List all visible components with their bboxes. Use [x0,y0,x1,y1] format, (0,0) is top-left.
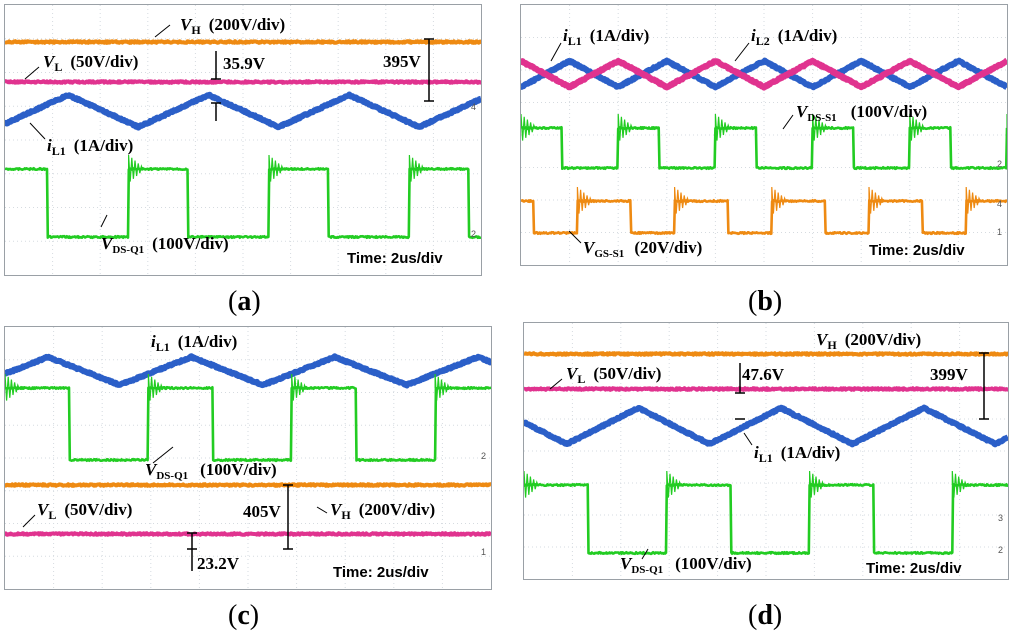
scope-panel-c: iL1 (1A/div) VDS-Q1 (100V/div) VL (50V/div)… [4,326,492,590]
time-label: Time: 2us/div [866,560,962,577]
waves-c [5,353,491,537]
ringing-spike [965,186,982,214]
scope-panel-d: VH (200V/div) VL (50V/div) 47.6V 399V iL1(… [523,322,1009,580]
ringing-spike [5,373,20,401]
scope-screen-c: iL1 (1A/div) VDS-Q1 (100V/div) VL (50V/div)… [5,327,491,589]
scope-panel-b: iL1 (1A/div) iL2 (1A/div) VDS-S1 (100V/div)… [520,4,1008,266]
waveform-v-l [5,531,491,537]
channel-marker: 2 [481,451,486,461]
time-label: Time: 2us/div [869,242,965,259]
waveform-v-l [524,386,1008,392]
meas-vl: 47.6V [742,365,785,384]
waveform-v-ds-q1 [524,482,1008,556]
caption-c: (c) [228,600,260,631]
channel-marker: 1 [997,227,1002,237]
channel-marker: 2 [998,545,1003,555]
waveform-v-l [5,79,481,85]
label-vl: VL (50V/div) [43,52,138,74]
label-il: iL1 (1A/div) [151,332,237,354]
waveform-i-l2 [521,57,1007,91]
label-il: iL1 (1A/div) [754,443,840,465]
label-vds: VDS-Q1 (100V/div) [101,234,229,256]
grid-b [521,5,1007,265]
label-il1: iL1 (1A/div) [563,26,649,48]
caption-d: (d) [748,600,783,631]
time-label: Time: 2us/div [333,564,429,581]
time-label: Time: 2us/div [347,250,443,267]
waveform-i-l1 [5,353,491,389]
meas-vl: 35.9V [223,54,266,73]
waveform-v-h [5,39,481,45]
ringing-spike [617,113,634,141]
ringing-spike [291,373,307,401]
caption-a: (a) [228,286,261,317]
ringing-spike [809,470,825,498]
label-vh: VH (200V/div) [180,15,285,37]
ringing-spike [434,373,451,401]
meas-vh: 395V [383,52,422,71]
label-vl: VL (50V/div) [566,364,661,386]
label-vh: VH (200V/div) [816,330,921,352]
label-il2: iL2 (1A/div) [751,26,837,48]
ringing-spike [576,186,593,214]
waveform-v-gs-s1 [521,198,1007,236]
channel-marker: 2 [997,159,1002,169]
waveform-v-ds-q1 [5,385,491,463]
channel-marker: 3 [998,513,1003,523]
meas-vh: 405V [243,502,282,521]
waveform-i-l1 [5,91,481,131]
channel-marker: 2 [471,229,476,239]
label-vh: VH (200V/div) [330,500,435,522]
waveform-v-ds-q1 [5,166,481,240]
scope-screen-b: iL1 (1A/div) iL2 (1A/div) VDS-S1 (100V/div)… [521,5,1007,265]
ringing-spike [714,113,731,141]
waveform-v-h [5,482,491,488]
ringing-spike [812,113,828,141]
ringing-spike [128,154,144,182]
scope-screen-d: VH (200V/div) VL (50V/div) 47.6V 399V iL1(… [524,323,1008,579]
waveform-v-h [524,351,1008,357]
ringing-spike [268,154,284,182]
waveform-i-l1 [524,404,1008,448]
waves-b [521,57,1007,236]
waves-d [524,351,1008,556]
scope-panel-a: VH (200V/div) VL (50V/div) 35.9V 395V iL1(… [4,4,482,276]
ringing-spike [524,470,539,498]
label-vds: VDS-S1 (100V/div) [796,102,927,124]
waveform-i-l1 [521,57,1007,91]
ringing-spike [666,470,682,498]
label-vds: VDS-Q1 (100V/div) [145,460,277,482]
ringing-spike [408,154,425,182]
ringing-spike [771,186,787,214]
channel-marker: 4 [997,199,1002,209]
waves-a [5,39,481,240]
ringing-spike [909,113,925,141]
label-vgs: VGS-S1 (20V/div) [583,238,702,260]
ringing-spike [674,186,690,214]
meas-vh: 399V [930,365,969,384]
ringing-spike [147,373,164,401]
caption-b: (b) [748,286,783,317]
ringing-spike [868,186,884,214]
label-il: iL1 (1A/div) [47,136,133,158]
channel-marker: 1 [481,547,486,557]
waveform-v-ds-s1 [521,125,1007,171]
grid-a [5,5,481,275]
channel-marker: 4 [471,102,476,112]
ringing-spike [951,470,968,498]
ringing-spike [521,113,536,141]
label-vl: VL (50V/div) [37,500,132,522]
meas-vl: 23.2V [197,554,240,573]
label-vds: VDS-Q1 (100V/div) [620,554,752,576]
scope-screen-a: VH (200V/div) VL (50V/div) 35.9V 395V iL1(… [5,5,481,275]
